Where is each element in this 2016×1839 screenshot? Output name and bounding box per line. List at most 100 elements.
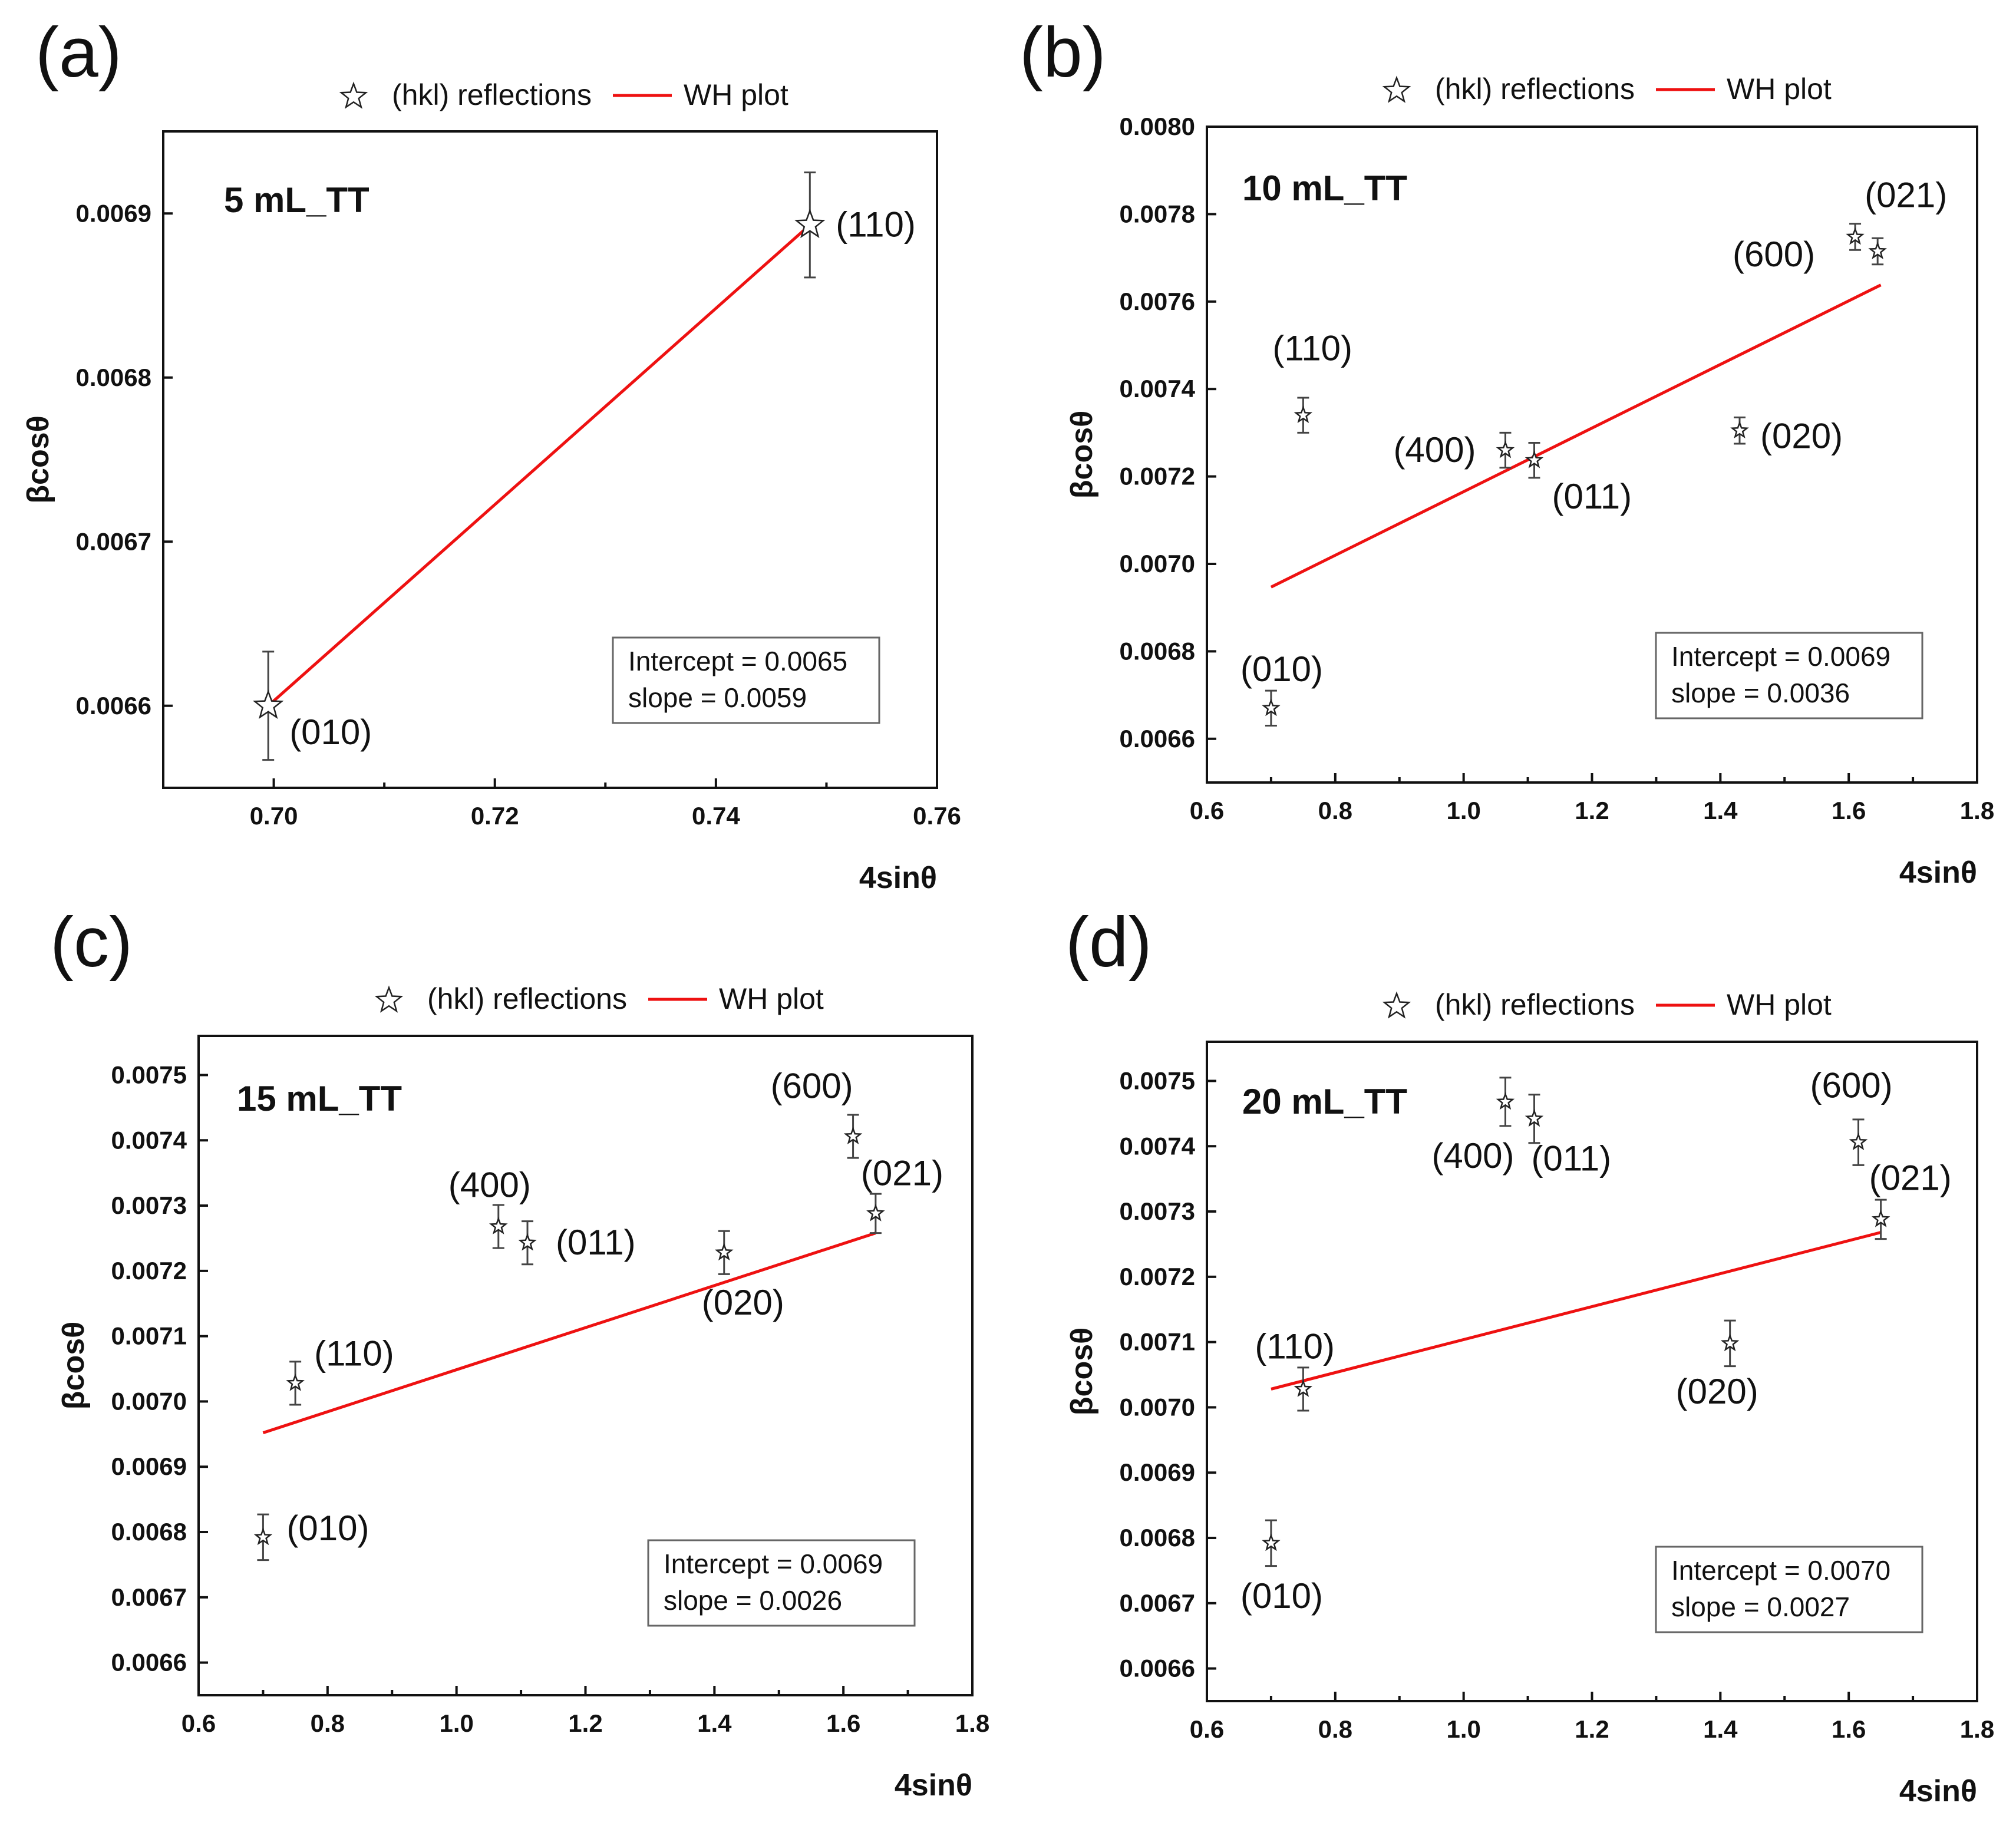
y-tick-label: 0.0074 <box>111 1126 187 1154</box>
x-tick-label: 1.0 <box>1446 1715 1480 1743</box>
x-axis-title: 4sinθ <box>1899 1774 1977 1808</box>
x-axis-title: 4sinθ <box>895 1768 972 1802</box>
star-marker <box>794 209 826 239</box>
star-marker <box>843 1127 863 1144</box>
data-point-021: (021) <box>1869 1158 1952 1240</box>
y-tick-label: 0.0072 <box>111 1257 187 1285</box>
y-tick-label: 0.0072 <box>1120 1263 1195 1290</box>
data-point-011: (011) <box>518 1220 636 1266</box>
x-tick-label: 0.8 <box>1318 1715 1352 1743</box>
y-tick-label: 0.0075 <box>111 1061 187 1088</box>
fit-box-frame <box>612 636 880 724</box>
y-tick-label: 0.0070 <box>1120 1393 1195 1421</box>
slope-label: slope = 0.0026 <box>664 1585 842 1616</box>
hkl-label: (600) <box>771 1067 853 1106</box>
wh-fit-line <box>262 1231 876 1434</box>
y-tick-label: 0.0070 <box>1120 550 1195 577</box>
hkl-label: (600) <box>1733 235 1815 274</box>
star-marker <box>714 1243 734 1261</box>
intercept-label: Intercept = 0.0065 <box>628 646 847 676</box>
wh-fit-line <box>1271 1231 1882 1391</box>
data-point-400: (400) <box>1393 430 1515 470</box>
y-tick-label: 0.0068 <box>76 364 151 391</box>
hkl-label: (011) <box>1552 477 1632 516</box>
x-tick-label: 1.8 <box>1960 797 1994 824</box>
legend: (hkl) reflections WH plot <box>339 78 788 111</box>
legend-star-marker <box>1382 75 1411 103</box>
sample-label: 10 mL_TT <box>1242 169 1407 208</box>
data-point-110: (110) <box>286 1333 394 1406</box>
fit-box-frame <box>1655 632 1923 719</box>
y-tick-label: 0.0071 <box>111 1322 187 1350</box>
hkl-label: (110) <box>314 1333 394 1373</box>
y-tick-label: 0.0068 <box>1120 1524 1195 1551</box>
x-axis-title: 4sinθ <box>859 861 937 895</box>
legend: (hkl) reflections WH plot <box>1382 988 1832 1021</box>
y-tick-label: 0.0074 <box>1120 375 1196 402</box>
star-marker <box>1496 1092 1515 1110</box>
x-tick-label: 1.2 <box>1575 797 1609 824</box>
x-tick-label: 0.76 <box>913 802 961 830</box>
legend-line-label: WH plot <box>1727 988 1832 1021</box>
x-tick-label: 1.6 <box>1832 1715 1866 1743</box>
data-point-600: (600) <box>1733 223 1865 274</box>
hkl-label: (010) <box>1240 649 1323 689</box>
data-point-110: (110) <box>794 171 916 279</box>
data-point-010: (010) <box>1240 649 1323 727</box>
y-axis-title: βcosθ <box>1065 1328 1099 1415</box>
legend-star-marker <box>1382 991 1411 1019</box>
y-tick-label: 0.0075 <box>1120 1067 1195 1094</box>
data-point-020: (020) <box>1676 1319 1758 1411</box>
y-tick-label: 0.0068 <box>111 1518 187 1546</box>
star-marker <box>253 1527 273 1546</box>
data-point-400: (400) <box>448 1166 531 1249</box>
data-point-011: (011) <box>1525 1094 1611 1178</box>
legend-marker-label: (hkl) reflections <box>1435 72 1635 105</box>
hkl-label: (400) <box>1431 1136 1514 1176</box>
x-tick-label: 1.6 <box>826 1709 860 1737</box>
x-tick-label: 1.4 <box>1703 797 1738 824</box>
x-tick-label: 0.6 <box>1190 797 1224 824</box>
y-axis-title: βcosθ <box>21 415 55 503</box>
sample-label: 5 mL_TT <box>224 180 369 220</box>
slope-label: slope = 0.0027 <box>1671 1592 1850 1622</box>
y-tick-label: 0.0069 <box>111 1452 187 1480</box>
y-tick-label: 0.0068 <box>1120 637 1195 665</box>
chart-panel-c: (c) (hkl) reflections WH plot 0.0066 0.0067 0… <box>50 903 989 1802</box>
hkl-label: (400) <box>1393 430 1476 470</box>
star-marker <box>1262 698 1281 717</box>
fit-parameters-box: Intercept = 0.0069 slope = 0.0026 <box>647 1539 916 1627</box>
data-point-020: (020) <box>1730 417 1843 456</box>
wh-fit-line <box>267 223 811 707</box>
hkl-label: (020) <box>702 1283 784 1322</box>
intercept-label: Intercept = 0.0069 <box>664 1549 883 1579</box>
data-point-110: (110) <box>1255 1326 1335 1412</box>
star-marker <box>1294 405 1313 424</box>
data-point-600: (600) <box>1810 1066 1893 1166</box>
star-marker <box>1868 241 1887 259</box>
x-tick-label: 0.72 <box>471 802 519 830</box>
hkl-label: (021) <box>861 1153 943 1193</box>
y-tick-label: 0.0067 <box>111 1583 187 1611</box>
y-tick-label: 0.0080 <box>1120 113 1195 140</box>
hkl-label: (010) <box>289 712 372 752</box>
legend-star-marker <box>339 81 368 109</box>
fit-box-frame <box>1655 1546 1923 1633</box>
star-marker <box>1849 1133 1868 1150</box>
star-marker <box>489 1216 508 1234</box>
chart-panel-b: (b) (hkl) reflections WH plot 0.0066 0.0068 0… <box>1019 13 1994 890</box>
y-tick-label: 0.0070 <box>111 1387 187 1415</box>
hkl-label: (021) <box>1865 175 1947 214</box>
data-point-011: (011) <box>1525 441 1632 516</box>
x-tick-label: 1.0 <box>439 1709 473 1737</box>
star-marker <box>253 689 284 719</box>
slope-label: slope = 0.0036 <box>1671 678 1850 708</box>
x-tick-label: 1.6 <box>1832 797 1866 824</box>
data-point-110: (110) <box>1272 329 1352 434</box>
data-point-021: (021) <box>861 1153 943 1234</box>
star-marker <box>1496 440 1515 458</box>
slope-label: slope = 0.0059 <box>628 682 807 713</box>
hkl-label: (110) <box>1255 1326 1335 1366</box>
hkl-label: (400) <box>448 1166 531 1205</box>
